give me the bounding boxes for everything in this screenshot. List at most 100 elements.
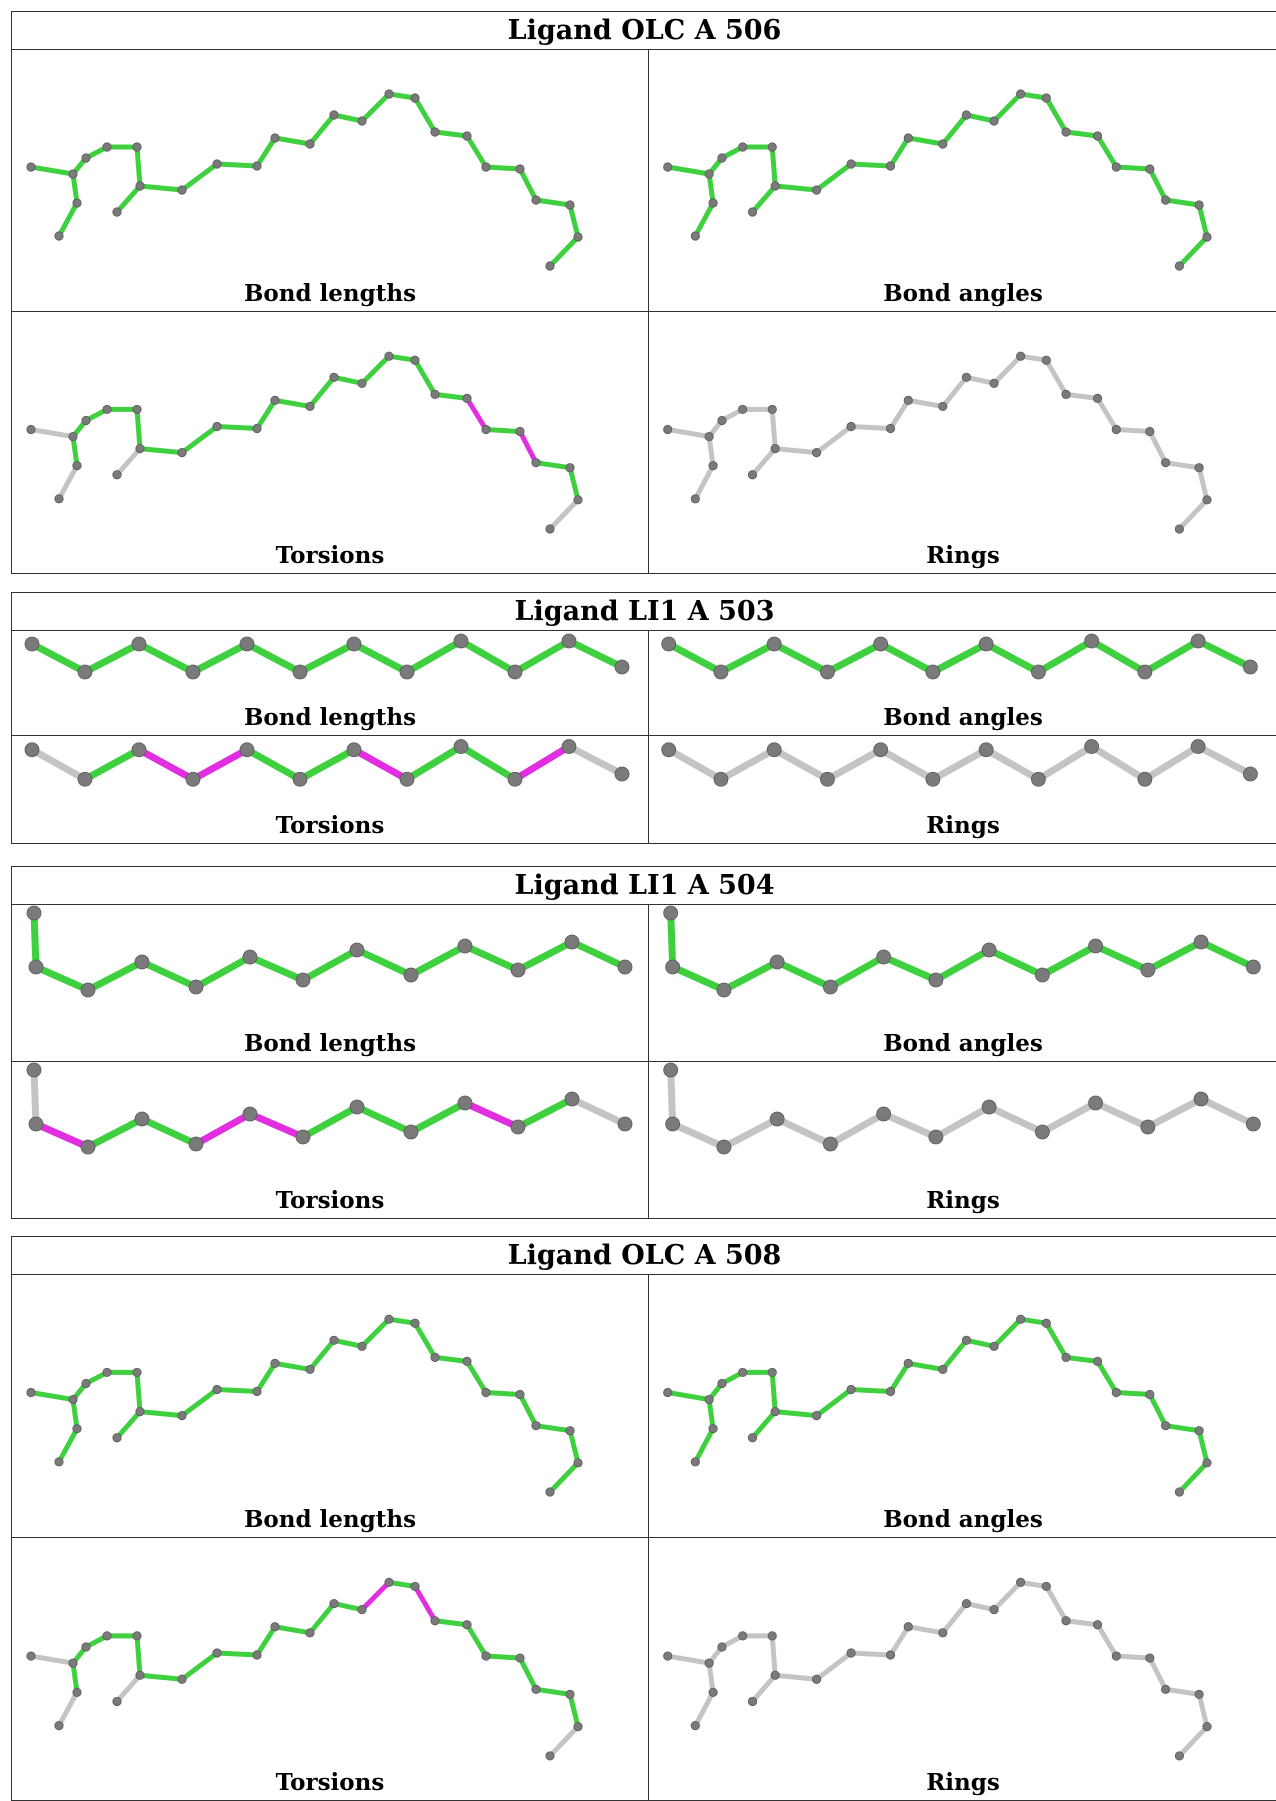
atom [1031, 771, 1046, 787]
atom [131, 636, 147, 652]
atom [515, 426, 525, 437]
atom [270, 133, 280, 143]
bond [706, 171, 716, 206]
atom [305, 1364, 315, 1375]
bond [667, 1066, 677, 1128]
bond [1147, 1655, 1169, 1692]
atom [1202, 1458, 1212, 1468]
atom [1041, 355, 1051, 365]
bond [272, 135, 313, 147]
atom [357, 116, 367, 126]
panel-rings: Rings [649, 735, 1276, 843]
atom [938, 1628, 948, 1638]
bond [464, 1358, 489, 1396]
atom [661, 742, 677, 758]
atom [177, 448, 187, 458]
panel-bond-lengths: Bond lengths [12, 50, 649, 311]
atom [716, 1139, 732, 1155]
bond [1176, 1724, 1210, 1759]
bond [517, 1655, 539, 1692]
bond [514, 1095, 576, 1131]
atom [1031, 664, 1046, 680]
bond [179, 161, 220, 193]
panel-label: Rings [926, 1187, 1000, 1214]
bond [848, 424, 894, 432]
atom [1145, 426, 1155, 437]
panel-bond-angles: Bond angles [649, 1275, 1276, 1537]
bond [888, 1360, 911, 1395]
bond [1176, 1460, 1210, 1495]
bond [296, 746, 358, 783]
atom [1041, 1318, 1051, 1328]
panel-bond-angles: Bond angles [649, 50, 1276, 311]
atom [430, 127, 440, 137]
molecule-view [663, 351, 1212, 534]
atom [665, 959, 681, 975]
atom [823, 979, 838, 995]
atom [270, 1622, 280, 1632]
bond [517, 1392, 539, 1429]
bond [1194, 743, 1254, 778]
atom [515, 1389, 525, 1400]
atom [68, 169, 78, 179]
atom [132, 404, 142, 415]
atom [1016, 89, 1026, 99]
atom [212, 1384, 222, 1395]
bond [137, 183, 185, 193]
bond [1113, 164, 1153, 172]
bond [1095, 395, 1119, 433]
atom [716, 982, 732, 998]
bond [568, 1095, 629, 1128]
atom [1160, 195, 1171, 205]
atom [873, 742, 889, 758]
atom [690, 1457, 700, 1467]
panel-label: Torsions [275, 1769, 385, 1796]
atom [1174, 1751, 1184, 1761]
molecule-view [26, 1577, 583, 1761]
bond [814, 1650, 854, 1682]
molecule-view [24, 633, 630, 680]
atom [81, 1642, 91, 1652]
atom [769, 954, 785, 970]
bond [1194, 637, 1254, 671]
atom [1145, 164, 1155, 174]
bond [773, 958, 834, 991]
bond [353, 946, 415, 979]
atom [663, 424, 673, 435]
atom [663, 1651, 673, 1661]
atom [384, 351, 394, 361]
atom [242, 949, 258, 965]
atom [1092, 131, 1103, 141]
bond [307, 112, 337, 147]
atom [410, 355, 420, 365]
atom [903, 395, 913, 405]
atom [717, 1378, 727, 1389]
bond [56, 200, 80, 239]
bond [272, 397, 313, 409]
atom [1242, 659, 1258, 675]
bond [706, 1660, 716, 1695]
bond [464, 395, 489, 433]
bond [81, 746, 143, 783]
bond [30, 1066, 40, 1128]
atom [1160, 1421, 1171, 1431]
panel-bond-lengths: Bond lengths [12, 1275, 649, 1537]
atom [747, 1433, 758, 1443]
atom [329, 372, 339, 382]
atom [54, 231, 64, 241]
bond [963, 112, 997, 124]
bond [963, 374, 997, 386]
panel-bond-angles: Bond angles [649, 905, 1276, 1061]
bond [1095, 133, 1119, 170]
bond [940, 374, 969, 409]
bond [1163, 1423, 1202, 1434]
bond [905, 1624, 946, 1636]
atom [713, 664, 729, 680]
panel-label: Bond lengths [243, 280, 417, 307]
atom [573, 495, 583, 505]
atom [766, 636, 782, 652]
bond [214, 1387, 260, 1395]
atom [1061, 1352, 1071, 1362]
bond [28, 746, 89, 783]
bond [1176, 497, 1210, 532]
